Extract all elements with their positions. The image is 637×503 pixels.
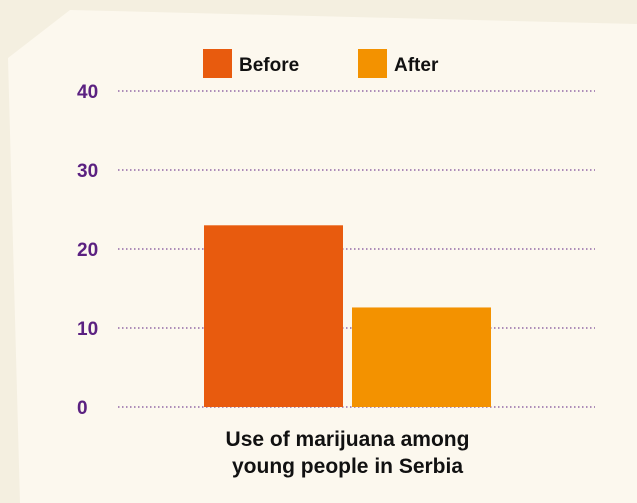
- legend-label-before: Before: [239, 55, 299, 76]
- grid-lines: [118, 90, 595, 408]
- bar-before: [204, 225, 343, 407]
- y-axis-ticks: 0 10 20 30 40: [77, 82, 98, 419]
- bars: [204, 225, 491, 407]
- y-tick-label: 30: [77, 161, 98, 182]
- y-tick-label: 40: [77, 82, 98, 103]
- y-tick-label: 10: [77, 319, 98, 340]
- y-tick-label: 20: [77, 240, 98, 261]
- y-tick-label: 0: [77, 398, 88, 419]
- category-label-line: young people in Serbia: [232, 455, 463, 478]
- bar-after: [352, 307, 491, 407]
- legend-swatch-before: [203, 49, 232, 78]
- legend: Before After: [203, 49, 439, 78]
- legend-label-after: After: [394, 55, 439, 76]
- legend-swatch-after: [358, 49, 387, 78]
- category-label-line: Use of marijuana among: [226, 428, 470, 451]
- category-label: Use of marijuana among young people in Se…: [226, 428, 470, 478]
